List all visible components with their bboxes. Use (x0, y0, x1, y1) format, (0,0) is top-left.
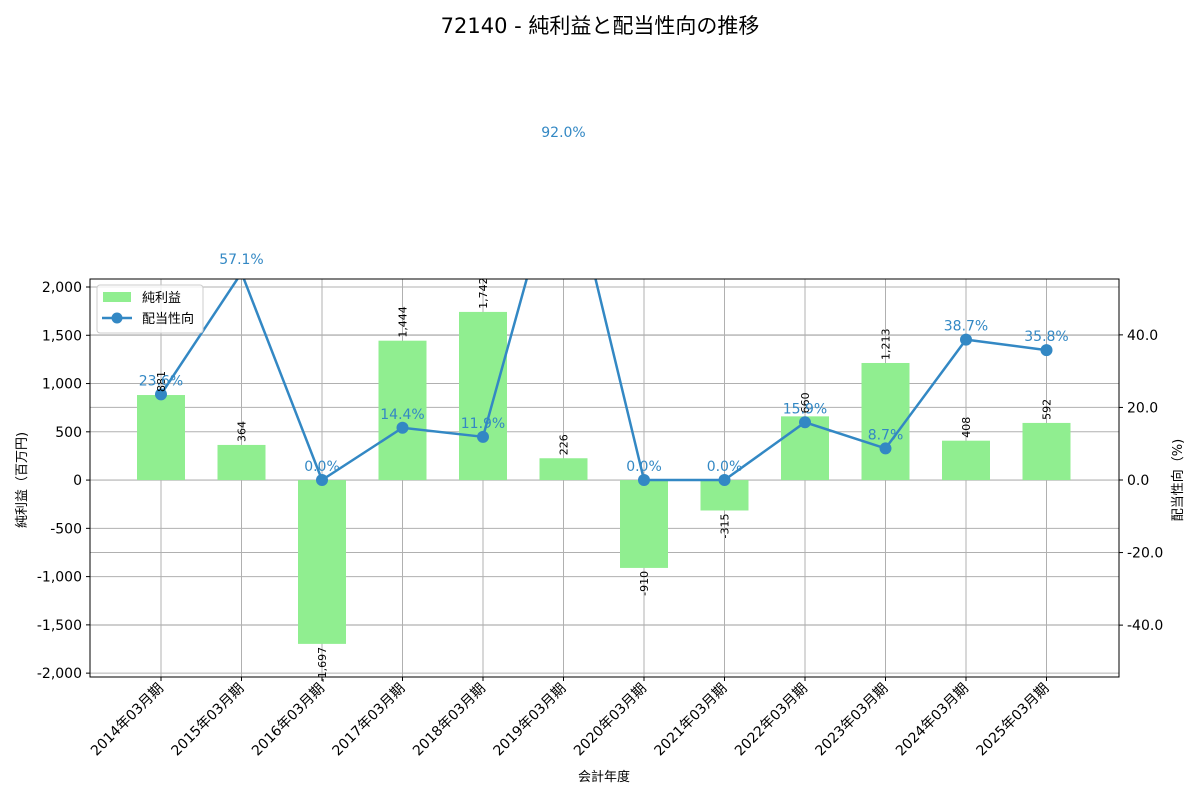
left-tick-label: 1,500 (42, 328, 82, 344)
payout-marker (718, 473, 731, 486)
payout-marker (558, 140, 570, 152)
payout-value-label: 57.1% (219, 252, 263, 268)
x-tick-label: 2017年03月期 (330, 681, 409, 760)
right-tick-label: -20.0 (1127, 546, 1163, 562)
right-tick-label: 40.0 (1127, 328, 1158, 344)
right-tick-label: -40.0 (1127, 618, 1163, 634)
payout-line (159, 279, 1047, 482)
left-tick-label: 1,000 (42, 377, 82, 393)
bar (217, 444, 266, 481)
bar (539, 458, 588, 481)
right-y-axis: -40.0 -20.0 0.0 20.0 40.0 (1119, 328, 1163, 634)
payout-marker (396, 421, 409, 434)
bar (1022, 422, 1071, 481)
payout-value-label: 11.9% (461, 416, 505, 432)
x-tick-label: 2018年03月期 (410, 681, 489, 760)
left-y-axis: -2,000 -1,500 -1,000 -500 0 500 1,000 1,500 2,00… (37, 280, 90, 682)
payout-value-label: 15.9% (783, 401, 827, 417)
x-tick-label: 2020年03月期 (571, 681, 650, 760)
x-tick-label: 2015年03月期 (169, 681, 248, 760)
x-tick-label: 2025年03月期 (974, 681, 1053, 760)
left-tick-label: 500 (55, 425, 82, 441)
bar-value-label: 592 (1041, 399, 1054, 420)
x-tick-label: 2023年03月期 (813, 681, 892, 760)
payout-marker (799, 416, 811, 429)
legend: 純利益 配当性向 (96, 284, 204, 334)
payout-marker (236, 267, 248, 279)
left-tick-label: 0 (73, 473, 82, 489)
x-tick-label: 2016年03月期 (249, 681, 328, 760)
x-tick-label: 2021年03月期 (652, 681, 731, 760)
left-tick-label: -1,000 (37, 570, 82, 586)
bar (942, 440, 990, 481)
x-tick-label: 2019年03月期 (491, 681, 570, 760)
x-axis: 2014年03月期 2015年03月期 2016年03月期 2017年03月期 2018… (88, 677, 1052, 759)
payout-value-label: 8.7% (868, 427, 904, 443)
bar (298, 480, 346, 644)
x-tick-label: 2014年03月期 (88, 681, 167, 760)
legend-label-payout-ratio: 配当性向 (142, 311, 194, 327)
payout-value-label: 14.4% (380, 407, 424, 423)
bar (620, 480, 668, 568)
bar-value-labels: 881 364 -1,697 1,444 1,742 226 -910 -315 660 1,21… (155, 277, 1054, 682)
right-tick-label: 0.0 (1127, 473, 1149, 489)
bar (861, 362, 910, 481)
bar-value-label: 660 (799, 392, 812, 413)
plot-frame (89, 278, 1120, 678)
chart-title: 72140 - 純利益と配当性向の推移 (441, 14, 760, 38)
payout-marker (155, 388, 167, 401)
bar-value-label: 364 (236, 421, 249, 442)
x-tick-label: 2022年03月期 (732, 681, 811, 760)
legend-label-net-income: 純利益 (142, 291, 181, 306)
left-axis-title: 純利益（百万円) (15, 432, 30, 528)
payout-marker (316, 473, 328, 486)
payout-marker (960, 333, 972, 346)
left-tick-label: -1,500 (37, 618, 82, 634)
payout-value-label: 23.6% (139, 373, 183, 389)
bar-value-label: 881 (155, 371, 168, 392)
payout-value-label: 0.0% (626, 459, 662, 475)
bar-value-label: -315 (719, 513, 732, 538)
bar-value-label: 1,742 (477, 277, 490, 309)
left-tick-label: -500 (50, 521, 82, 537)
bar (378, 340, 427, 481)
payout-value-label: 38.7% (944, 319, 988, 335)
bar (459, 311, 507, 481)
payout-marker (1040, 344, 1053, 357)
line-series-payout-ratio (155, 140, 1053, 486)
legend-swatch-bar (103, 292, 131, 302)
payout-marker (879, 442, 892, 455)
payout-value-label: 92.0% (541, 125, 585, 141)
bar-value-label: 226 (558, 434, 571, 455)
right-tick-label: 20.0 (1127, 400, 1158, 416)
bar-value-label: -1,697 (316, 647, 329, 682)
bar-value-label: 1,213 (880, 328, 893, 360)
x-tick-label: 2024年03月期 (893, 681, 972, 760)
legend-marker-icon (111, 312, 123, 324)
bar-value-label: 408 (960, 417, 973, 438)
payout-value-label: 0.0% (304, 459, 340, 475)
bar-value-label: 1,444 (397, 306, 410, 338)
payout-value-labels: 23.6% 57.1% 0.0% 14.4% 11.9% 92.0% 0.0% 0.0% 15.… (139, 125, 1069, 475)
right-axis-title: 配当性向（%) (1170, 439, 1186, 521)
payout-marker (638, 473, 650, 486)
payout-marker (477, 430, 489, 443)
left-tick-label: -2,000 (37, 666, 82, 682)
left-tick-label: 2,000 (42, 280, 82, 296)
payout-value-label: 0.0% (707, 459, 743, 475)
payout-value-label: 35.8% (1024, 329, 1068, 345)
bar (137, 395, 185, 481)
x-axis-title: 会計年度 (578, 769, 630, 785)
bar-value-label: -910 (638, 571, 651, 596)
